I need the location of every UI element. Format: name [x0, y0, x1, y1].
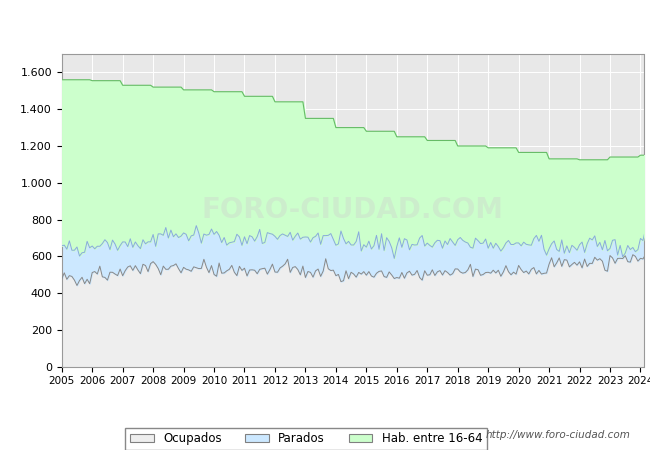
Text: http://www.foro-ciudad.com: http://www.foro-ciudad.com	[486, 430, 630, 440]
Legend: Ocupados, Parados, Hab. entre 16-64: Ocupados, Parados, Hab. entre 16-64	[125, 428, 487, 450]
Text: Pantón - Evolucion de la poblacion en edad de Trabajar Septiembre de 2024: Pantón - Evolucion de la poblacion en ed…	[60, 16, 590, 31]
Text: FORO-CIUDAD.COM: FORO-CIUDAD.COM	[202, 196, 504, 225]
